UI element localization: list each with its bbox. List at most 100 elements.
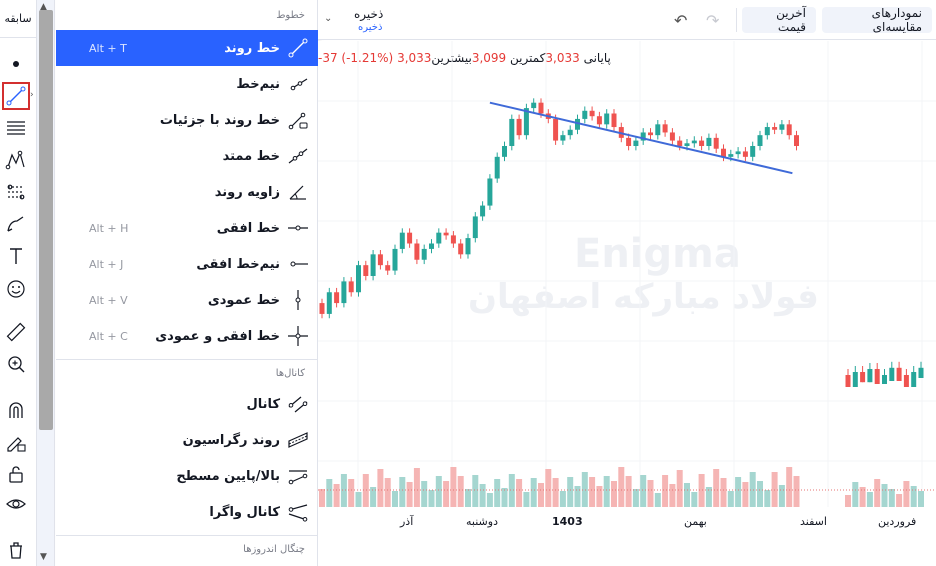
volume-bar	[494, 479, 501, 507]
candle	[531, 102, 537, 109]
candle	[713, 137, 719, 149]
candle	[860, 372, 866, 383]
candle	[392, 248, 398, 271]
menu-item-extended-line[interactable]: خط ممتد	[56, 138, 318, 174]
volume-bar	[742, 482, 749, 507]
symbol-name[interactable]: ذخیره	[354, 7, 384, 21]
drawing-toolbar: سابقه ›	[0, 0, 37, 566]
volume-bar	[845, 495, 851, 507]
volume-bar	[384, 478, 391, 507]
candle	[903, 375, 909, 387]
menu-item-horizontal-line[interactable]: خط افقی Alt + H	[56, 210, 318, 246]
info-line-icon	[286, 108, 310, 132]
menu-item-flat-top-bottom[interactable]: بالا/پایین مسطح	[56, 458, 318, 494]
expand-chevron-icon[interactable]: ›	[30, 90, 34, 100]
volume-bar	[596, 486, 603, 507]
volume-bar	[669, 484, 676, 507]
candle	[421, 248, 427, 260]
volume-bar	[859, 487, 866, 507]
candle	[509, 118, 515, 146]
volume-bar	[632, 489, 639, 507]
menu-item-vertical-line[interactable]: خط عمودی Alt + V	[56, 282, 318, 318]
candle	[611, 113, 617, 128]
menu-item-horizontal-ray[interactable]: نیم‌خط افقی Alt + J	[56, 246, 318, 282]
disjoint-channel-icon	[286, 500, 310, 524]
redo-icon[interactable]: ↷	[706, 11, 720, 30]
trendline-icon	[286, 36, 310, 60]
menu-item-label: زاویه روند	[214, 184, 280, 200]
menu-item-ray[interactable]: نیم‌خط	[56, 66, 318, 102]
scroll-thumb[interactable]	[39, 10, 53, 430]
horizontal-line-icon	[286, 216, 310, 240]
candle	[385, 265, 391, 271]
topbar-divider	[736, 8, 737, 32]
volume-bar	[333, 484, 340, 507]
compare-button[interactable]: نمودارهای مقایسه‌ای	[822, 6, 932, 34]
fib-icon[interactable]	[2, 114, 30, 142]
gann-icon[interactable]	[2, 178, 30, 206]
chevron-down-icon[interactable]: ⌄	[324, 13, 333, 24]
price-chart[interactable]: -37 (-1.21%) 3,033 پایانی 3,033کمترین 3,0…	[318, 41, 936, 566]
ohlc-close-label: پایانی	[583, 51, 611, 65]
volume-bar	[866, 492, 873, 507]
dot-icon[interactable]	[2, 50, 30, 78]
volume-bar	[399, 477, 406, 507]
volume-bar	[749, 472, 756, 507]
volume-bar	[377, 469, 384, 507]
volume-bar	[713, 469, 720, 507]
emoji-icon[interactable]	[2, 275, 30, 303]
candle	[735, 151, 741, 155]
menu-item-cross-line[interactable]: خط افقی و عمودی Alt + C	[56, 318, 318, 354]
candle	[399, 232, 405, 249]
scroll-down-icon[interactable]: ▼	[40, 552, 47, 562]
undo-icon[interactable]: ↶	[674, 11, 688, 30]
menu-item-trend-line[interactable]: خط روند Alt + T	[56, 30, 318, 66]
menu-item-trend-angle[interactable]: زاویه روند	[56, 174, 318, 210]
menu-item-shortcut: Alt + J	[89, 257, 124, 271]
candle	[764, 127, 770, 136]
lock-icon[interactable]	[2, 460, 30, 488]
menu-divider	[56, 359, 318, 360]
volume-bar	[413, 468, 420, 507]
ray-icon	[286, 72, 310, 96]
pencil-lock-icon[interactable]	[2, 428, 30, 456]
zoom-icon[interactable]	[2, 350, 30, 378]
text-icon[interactable]	[2, 242, 30, 270]
volume-bar	[567, 477, 574, 507]
trendline-icon[interactable]	[2, 82, 30, 110]
scroll-up-icon[interactable]: ▲	[40, 2, 47, 12]
eye-icon[interactable]	[2, 490, 30, 518]
history-button[interactable]: سابقه	[0, 0, 36, 38]
volume-bar	[421, 481, 428, 507]
menu-item-channel[interactable]: کانال	[56, 386, 318, 422]
magnet-icon[interactable]	[2, 396, 30, 424]
brush-icon[interactable]	[2, 210, 30, 238]
menu-item-info-line[interactable]: خط روند با جزئیات	[56, 102, 318, 138]
candle	[465, 238, 471, 255]
pattern-icon[interactable]	[2, 146, 30, 174]
x-tick-label: بهمن	[684, 515, 707, 528]
ruler-icon[interactable]	[2, 318, 30, 346]
candle	[429, 243, 434, 249]
candle	[363, 265, 369, 276]
volume-bar	[589, 477, 596, 507]
menu-item-label: خط ممتد	[222, 148, 280, 164]
candle	[684, 143, 690, 146]
candle	[516, 118, 522, 136]
volume-bar	[450, 467, 457, 507]
menu-item-disjoint-channel[interactable]: کانال واگرا	[56, 494, 318, 530]
time-axis: آذر دوشنبه 1403 بهمن اسفند فروردین	[318, 509, 936, 529]
candle	[691, 140, 697, 144]
volume-bar	[662, 475, 669, 507]
menu-item-regression-trend[interactable]: روند رگراسیون	[56, 422, 318, 458]
volume-bar	[676, 470, 683, 507]
trash-icon[interactable]	[2, 536, 30, 564]
toolbar-scrollbar[interactable]: ▲ ▼	[37, 0, 55, 566]
symbol-subtitle: ذخیره	[358, 22, 383, 33]
last-price-button[interactable]: آخرین قیمت	[742, 6, 816, 34]
volume-bar	[392, 491, 398, 507]
candle	[596, 116, 602, 125]
volume-bar	[370, 487, 377, 507]
candle	[480, 205, 486, 217]
candle	[436, 232, 442, 244]
